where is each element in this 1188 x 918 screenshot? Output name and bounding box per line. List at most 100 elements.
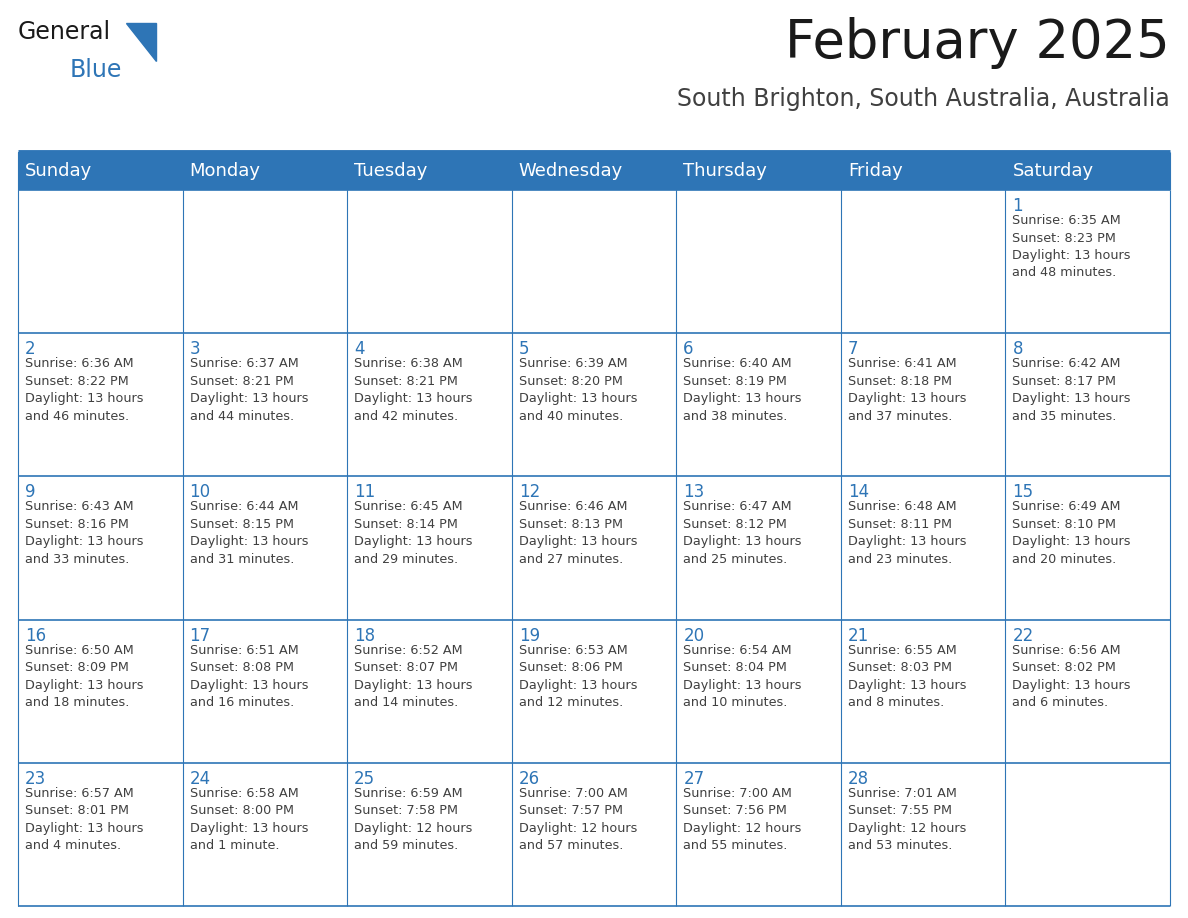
Bar — [676, 333, 841, 476]
Polygon shape — [126, 23, 156, 61]
Text: 10: 10 — [190, 484, 210, 501]
Bar — [18, 476, 183, 620]
Bar — [18, 333, 183, 476]
Text: Sunrise: 6:54 AM
Sunset: 8:04 PM
Daylight: 13 hours
and 10 minutes.: Sunrise: 6:54 AM Sunset: 8:04 PM Dayligh… — [683, 644, 802, 709]
Text: 15: 15 — [1012, 484, 1034, 501]
Text: Sunrise: 6:39 AM
Sunset: 8:20 PM
Daylight: 13 hours
and 40 minutes.: Sunrise: 6:39 AM Sunset: 8:20 PM Dayligh… — [519, 357, 637, 422]
Bar — [841, 620, 1005, 763]
Bar — [347, 476, 512, 620]
Text: Sunrise: 6:51 AM
Sunset: 8:08 PM
Daylight: 13 hours
and 16 minutes.: Sunrise: 6:51 AM Sunset: 8:08 PM Dayligh… — [190, 644, 308, 709]
Text: 18: 18 — [354, 627, 375, 644]
Text: Sunrise: 6:47 AM
Sunset: 8:12 PM
Daylight: 13 hours
and 25 minutes.: Sunrise: 6:47 AM Sunset: 8:12 PM Dayligh… — [683, 500, 802, 565]
Bar — [512, 190, 676, 333]
Bar — [841, 190, 1005, 333]
Bar — [676, 190, 841, 333]
Text: Sunrise: 6:58 AM
Sunset: 8:00 PM
Daylight: 13 hours
and 1 minute.: Sunrise: 6:58 AM Sunset: 8:00 PM Dayligh… — [190, 787, 308, 852]
Text: Sunrise: 6:41 AM
Sunset: 8:18 PM
Daylight: 13 hours
and 37 minutes.: Sunrise: 6:41 AM Sunset: 8:18 PM Dayligh… — [848, 357, 966, 422]
Text: Sunrise: 6:44 AM
Sunset: 8:15 PM
Daylight: 13 hours
and 31 minutes.: Sunrise: 6:44 AM Sunset: 8:15 PM Dayligh… — [190, 500, 308, 565]
Bar — [676, 476, 841, 620]
Text: 8: 8 — [1012, 341, 1023, 358]
Text: 13: 13 — [683, 484, 704, 501]
Text: 26: 26 — [519, 770, 539, 788]
Text: Sunrise: 6:45 AM
Sunset: 8:14 PM
Daylight: 13 hours
and 29 minutes.: Sunrise: 6:45 AM Sunset: 8:14 PM Dayligh… — [354, 500, 473, 565]
Text: Sunrise: 7:00 AM
Sunset: 7:57 PM
Daylight: 12 hours
and 57 minutes.: Sunrise: 7:00 AM Sunset: 7:57 PM Dayligh… — [519, 787, 637, 852]
Text: Sunrise: 6:55 AM
Sunset: 8:03 PM
Daylight: 13 hours
and 8 minutes.: Sunrise: 6:55 AM Sunset: 8:03 PM Dayligh… — [848, 644, 966, 709]
Bar — [676, 763, 841, 906]
Text: 19: 19 — [519, 627, 539, 644]
Bar — [1005, 190, 1170, 333]
Text: 22: 22 — [1012, 627, 1034, 644]
Text: 21: 21 — [848, 627, 870, 644]
Text: 28: 28 — [848, 770, 868, 788]
Text: Sunrise: 6:49 AM
Sunset: 8:10 PM
Daylight: 13 hours
and 20 minutes.: Sunrise: 6:49 AM Sunset: 8:10 PM Dayligh… — [1012, 500, 1131, 565]
Bar — [18, 620, 183, 763]
Bar — [183, 620, 347, 763]
Text: 17: 17 — [190, 627, 210, 644]
Bar — [183, 333, 347, 476]
Text: Sunrise: 6:50 AM
Sunset: 8:09 PM
Daylight: 13 hours
and 18 minutes.: Sunrise: 6:50 AM Sunset: 8:09 PM Dayligh… — [25, 644, 144, 709]
Text: Friday: Friday — [848, 162, 903, 180]
Text: Sunday: Sunday — [25, 162, 93, 180]
Text: Sunrise: 6:53 AM
Sunset: 8:06 PM
Daylight: 13 hours
and 12 minutes.: Sunrise: 6:53 AM Sunset: 8:06 PM Dayligh… — [519, 644, 637, 709]
Bar — [841, 763, 1005, 906]
Text: Sunrise: 6:46 AM
Sunset: 8:13 PM
Daylight: 13 hours
and 27 minutes.: Sunrise: 6:46 AM Sunset: 8:13 PM Dayligh… — [519, 500, 637, 565]
Text: Thursday: Thursday — [683, 162, 767, 180]
Text: 6: 6 — [683, 341, 694, 358]
Text: Sunrise: 7:01 AM
Sunset: 7:55 PM
Daylight: 12 hours
and 53 minutes.: Sunrise: 7:01 AM Sunset: 7:55 PM Dayligh… — [848, 787, 966, 852]
Bar — [841, 476, 1005, 620]
Text: 1: 1 — [1012, 197, 1023, 215]
Bar — [512, 333, 676, 476]
Text: Monday: Monday — [190, 162, 260, 180]
Bar — [183, 763, 347, 906]
Bar — [347, 620, 512, 763]
Text: Sunrise: 6:57 AM
Sunset: 8:01 PM
Daylight: 13 hours
and 4 minutes.: Sunrise: 6:57 AM Sunset: 8:01 PM Dayligh… — [25, 787, 144, 852]
Text: 11: 11 — [354, 484, 375, 501]
Bar — [18, 152, 1170, 190]
Text: 23: 23 — [25, 770, 46, 788]
Text: 14: 14 — [848, 484, 868, 501]
Text: 12: 12 — [519, 484, 541, 501]
Text: February 2025: February 2025 — [785, 17, 1170, 69]
Text: 2: 2 — [25, 341, 36, 358]
Text: Sunrise: 6:48 AM
Sunset: 8:11 PM
Daylight: 13 hours
and 23 minutes.: Sunrise: 6:48 AM Sunset: 8:11 PM Dayligh… — [848, 500, 966, 565]
Bar — [676, 620, 841, 763]
Text: Sunrise: 7:00 AM
Sunset: 7:56 PM
Daylight: 12 hours
and 55 minutes.: Sunrise: 7:00 AM Sunset: 7:56 PM Dayligh… — [683, 787, 802, 852]
Text: Sunrise: 6:42 AM
Sunset: 8:17 PM
Daylight: 13 hours
and 35 minutes.: Sunrise: 6:42 AM Sunset: 8:17 PM Dayligh… — [1012, 357, 1131, 422]
Text: 16: 16 — [25, 627, 46, 644]
Bar — [183, 190, 347, 333]
Bar — [1005, 620, 1170, 763]
Text: 25: 25 — [354, 770, 375, 788]
Text: Blue: Blue — [70, 58, 122, 82]
Bar — [1005, 333, 1170, 476]
Text: Wednesday: Wednesday — [519, 162, 623, 180]
Text: Sunrise: 6:37 AM
Sunset: 8:21 PM
Daylight: 13 hours
and 44 minutes.: Sunrise: 6:37 AM Sunset: 8:21 PM Dayligh… — [190, 357, 308, 422]
Bar — [347, 763, 512, 906]
Text: Sunrise: 6:36 AM
Sunset: 8:22 PM
Daylight: 13 hours
and 46 minutes.: Sunrise: 6:36 AM Sunset: 8:22 PM Dayligh… — [25, 357, 144, 422]
Bar — [18, 190, 183, 333]
Text: 4: 4 — [354, 341, 365, 358]
Bar — [512, 620, 676, 763]
Text: Sunrise: 6:43 AM
Sunset: 8:16 PM
Daylight: 13 hours
and 33 minutes.: Sunrise: 6:43 AM Sunset: 8:16 PM Dayligh… — [25, 500, 144, 565]
Bar — [347, 333, 512, 476]
Text: Sunrise: 6:56 AM
Sunset: 8:02 PM
Daylight: 13 hours
and 6 minutes.: Sunrise: 6:56 AM Sunset: 8:02 PM Dayligh… — [1012, 644, 1131, 709]
Text: Sunrise: 6:38 AM
Sunset: 8:21 PM
Daylight: 13 hours
and 42 minutes.: Sunrise: 6:38 AM Sunset: 8:21 PM Dayligh… — [354, 357, 473, 422]
Text: Tuesday: Tuesday — [354, 162, 428, 180]
Text: 3: 3 — [190, 341, 201, 358]
Bar — [841, 333, 1005, 476]
Bar — [18, 763, 183, 906]
Text: Sunrise: 6:40 AM
Sunset: 8:19 PM
Daylight: 13 hours
and 38 minutes.: Sunrise: 6:40 AM Sunset: 8:19 PM Dayligh… — [683, 357, 802, 422]
Text: South Brighton, South Australia, Australia: South Brighton, South Australia, Austral… — [677, 87, 1170, 111]
Bar — [183, 476, 347, 620]
Text: 5: 5 — [519, 341, 529, 358]
Text: Saturday: Saturday — [1012, 162, 1093, 180]
Bar — [1005, 476, 1170, 620]
Bar — [512, 476, 676, 620]
Text: 24: 24 — [190, 770, 210, 788]
Text: Sunrise: 6:35 AM
Sunset: 8:23 PM
Daylight: 13 hours
and 48 minutes.: Sunrise: 6:35 AM Sunset: 8:23 PM Dayligh… — [1012, 214, 1131, 279]
Bar — [512, 763, 676, 906]
Text: Sunrise: 6:52 AM
Sunset: 8:07 PM
Daylight: 13 hours
and 14 minutes.: Sunrise: 6:52 AM Sunset: 8:07 PM Dayligh… — [354, 644, 473, 709]
Bar — [347, 190, 512, 333]
Text: 27: 27 — [683, 770, 704, 788]
Text: Sunrise: 6:59 AM
Sunset: 7:58 PM
Daylight: 12 hours
and 59 minutes.: Sunrise: 6:59 AM Sunset: 7:58 PM Dayligh… — [354, 787, 473, 852]
Text: 9: 9 — [25, 484, 36, 501]
